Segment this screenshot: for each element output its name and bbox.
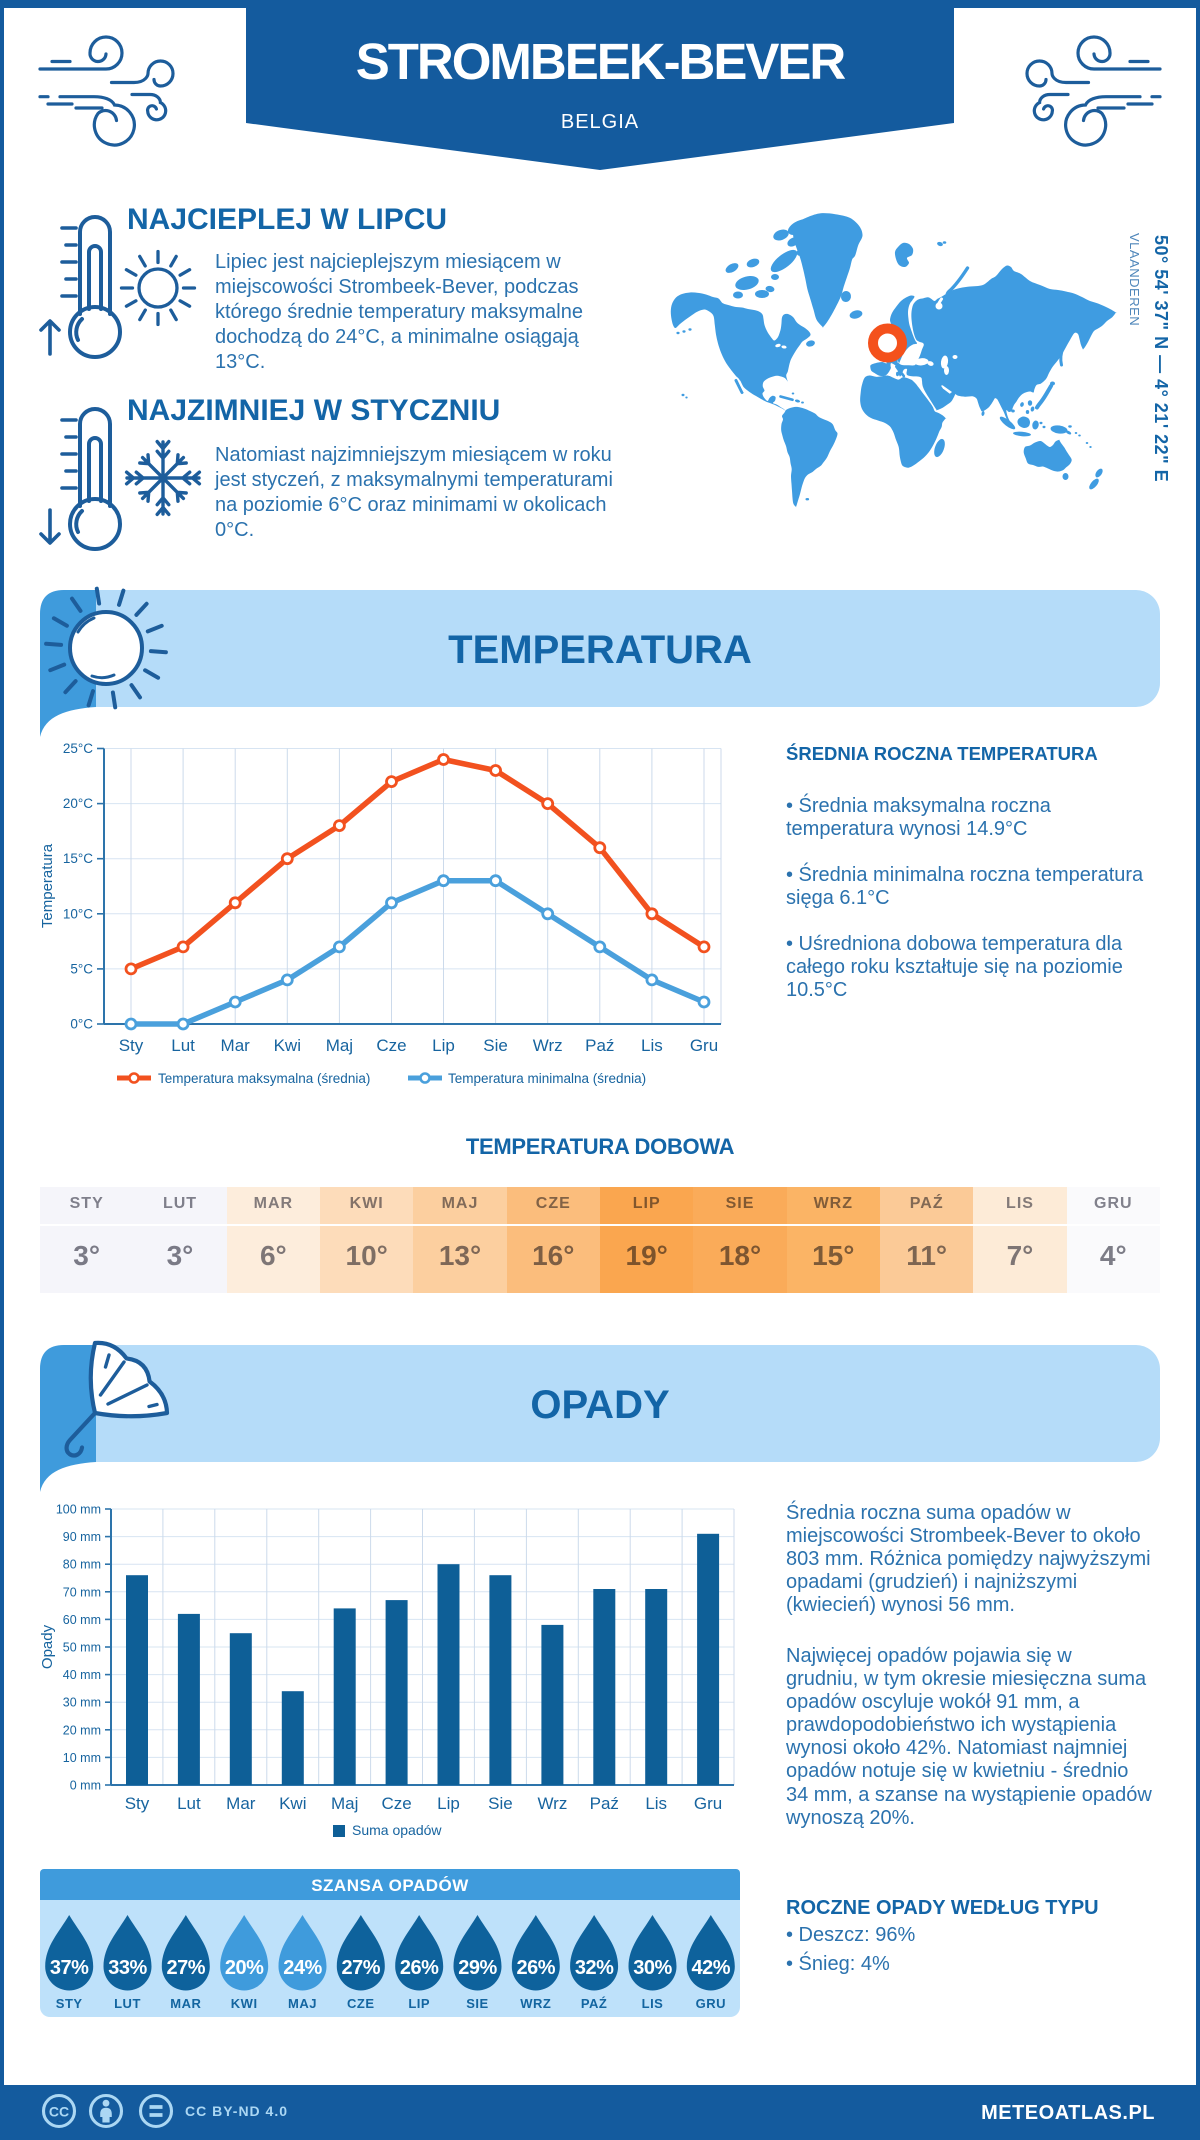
svg-text:PAŹ: PAŹ (581, 1996, 608, 2011)
svg-text:10°C: 10°C (63, 906, 93, 921)
svg-text:Temperatura minimalna (średnia: Temperatura minimalna (średnia) (448, 1071, 646, 1086)
svg-text:Sty: Sty (119, 1036, 144, 1055)
svg-text:0 mm: 0 mm (70, 1779, 101, 1793)
svg-text:GRU: GRU (696, 1996, 726, 2011)
svg-text:Lis: Lis (641, 1036, 663, 1055)
svg-text:70 mm: 70 mm (63, 1585, 101, 1599)
svg-text:26%: 26% (517, 1957, 556, 1979)
svg-text:26%: 26% (400, 1957, 439, 1979)
svg-text:Mar: Mar (226, 1794, 256, 1813)
svg-text:Lut: Lut (171, 1036, 195, 1055)
svg-text:80 mm: 80 mm (63, 1558, 101, 1572)
svg-text:32%: 32% (575, 1957, 614, 1979)
svg-text:100 mm: 100 mm (56, 1503, 101, 1517)
svg-text:90 mm: 90 mm (63, 1530, 101, 1544)
svg-text:Kwi: Kwi (274, 1036, 301, 1055)
svg-text:LIS: LIS (642, 1996, 664, 2011)
svg-text:Mar: Mar (221, 1036, 251, 1055)
svg-text:15°C: 15°C (63, 851, 93, 866)
svg-text:MAJ: MAJ (288, 1996, 317, 2011)
svg-text:Gru: Gru (694, 1794, 722, 1813)
svg-text:Gru: Gru (690, 1036, 718, 1055)
svg-text:27%: 27% (342, 1957, 381, 1979)
svg-text:MAR: MAR (170, 1996, 201, 2011)
svg-text:Opady: Opady (40, 1624, 56, 1669)
svg-text:Kwi: Kwi (279, 1794, 306, 1813)
svg-text:27%: 27% (167, 1957, 206, 1979)
svg-text:60 mm: 60 mm (63, 1613, 101, 1627)
svg-text:Cze: Cze (381, 1794, 411, 1813)
svg-text:Wrz: Wrz (537, 1794, 567, 1813)
svg-text:25°C: 25°C (63, 741, 93, 756)
svg-text:Lip: Lip (437, 1794, 460, 1813)
svg-text:Suma opadów: Suma opadów (352, 1822, 442, 1838)
svg-text:20%: 20% (225, 1957, 264, 1979)
svg-text:29%: 29% (458, 1957, 497, 1979)
svg-text:Paź: Paź (585, 1036, 614, 1055)
svg-text:33%: 33% (108, 1957, 147, 1979)
svg-text:Sie: Sie (483, 1036, 508, 1055)
svg-text:42%: 42% (692, 1957, 731, 1979)
svg-text:Temperatura maksymalna (średni: Temperatura maksymalna (średnia) (158, 1071, 370, 1086)
svg-text:20°C: 20°C (63, 796, 93, 811)
svg-text:50 mm: 50 mm (63, 1641, 101, 1655)
svg-text:Maj: Maj (326, 1036, 353, 1055)
svg-text:20 mm: 20 mm (63, 1723, 101, 1737)
svg-text:Lip: Lip (432, 1036, 455, 1055)
svg-text:KWI: KWI (231, 1996, 258, 2011)
svg-text:30 mm: 30 mm (63, 1696, 101, 1710)
svg-text:CC: CC (49, 2104, 69, 2120)
svg-text:STY: STY (56, 1996, 83, 2011)
svg-text:24%: 24% (283, 1957, 322, 1979)
svg-text:0°C: 0°C (70, 1017, 93, 1032)
svg-text:LIP: LIP (408, 1996, 430, 2011)
svg-text:Wrz: Wrz (533, 1036, 563, 1055)
svg-text:Sie: Sie (488, 1794, 513, 1813)
svg-text:Maj: Maj (331, 1794, 358, 1813)
svg-text:37%: 37% (50, 1957, 89, 1979)
svg-text:Temperatura: Temperatura (40, 843, 56, 928)
svg-text:Sty: Sty (125, 1794, 150, 1813)
svg-text:10 mm: 10 mm (63, 1751, 101, 1765)
svg-text:Lut: Lut (177, 1794, 201, 1813)
svg-text:CZE: CZE (347, 1996, 375, 2011)
svg-text:SIE: SIE (466, 1996, 488, 2011)
svg-text:30%: 30% (633, 1957, 672, 1979)
svg-text:WRZ: WRZ (520, 1996, 551, 2011)
svg-text:5°C: 5°C (70, 961, 93, 976)
svg-text:Paź: Paź (590, 1794, 619, 1813)
svg-text:40 mm: 40 mm (63, 1668, 101, 1682)
svg-text:Cze: Cze (376, 1036, 406, 1055)
svg-text:LUT: LUT (114, 1996, 141, 2011)
svg-text:Lis: Lis (645, 1794, 667, 1813)
